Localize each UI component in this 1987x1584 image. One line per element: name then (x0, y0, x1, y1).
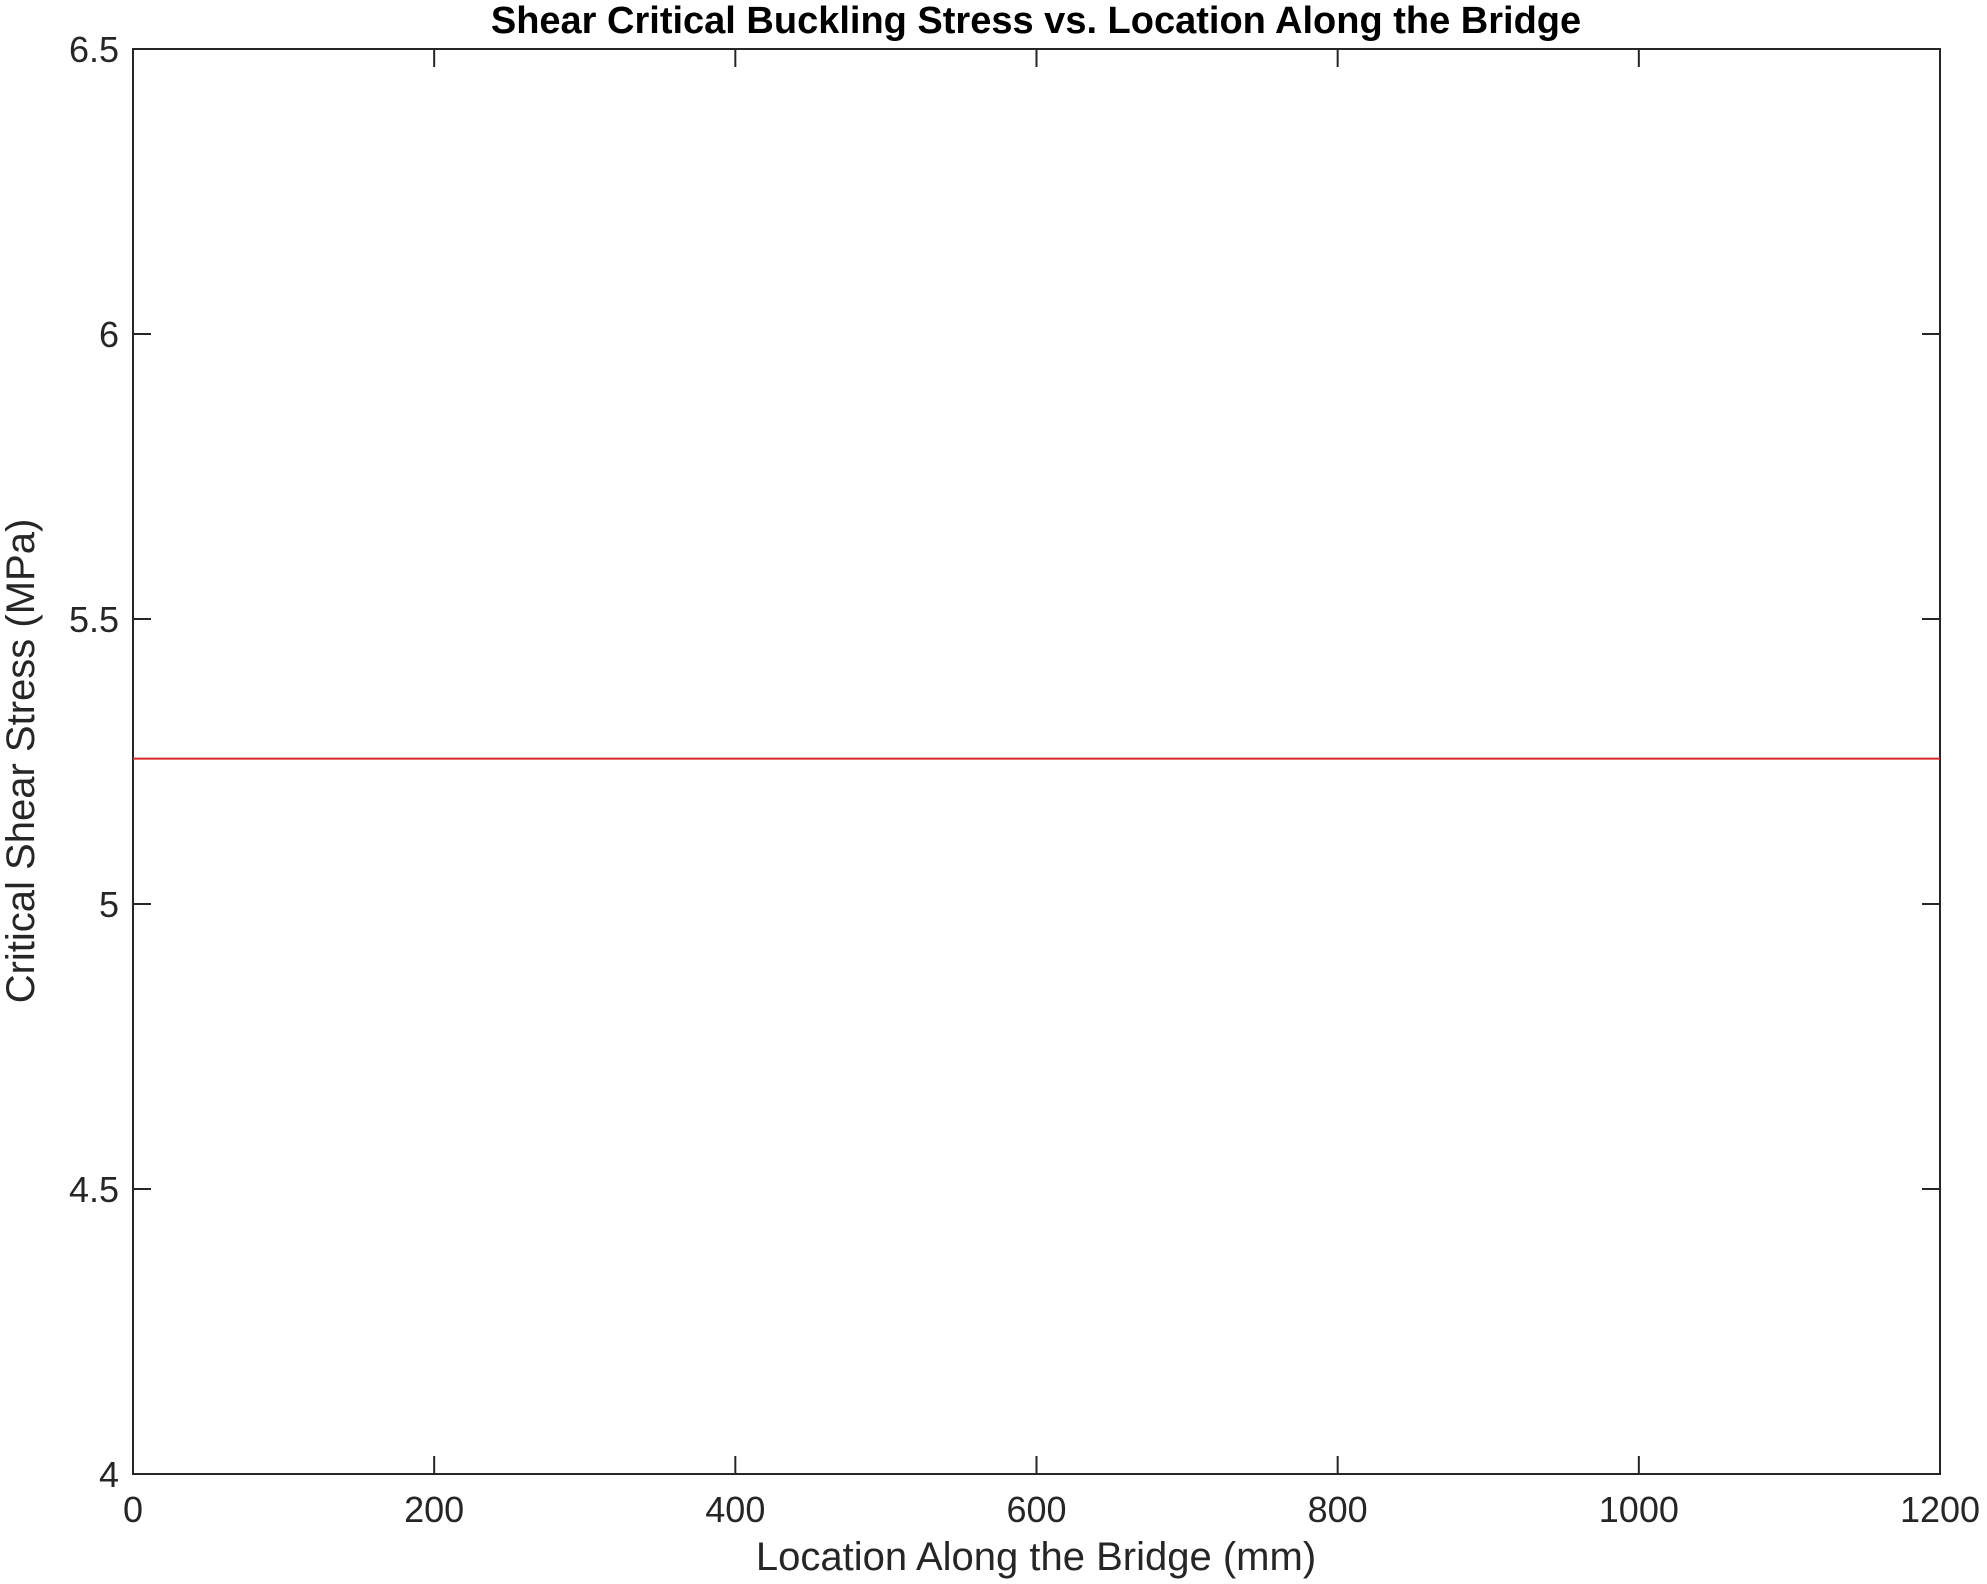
y-tick-label: 5.5 (69, 599, 119, 640)
y-axis: 4 4.5 5 5.5 6 6.5 (69, 29, 1940, 1495)
x-axis: 0 200 400 600 800 1000 1200 (123, 49, 1980, 1530)
y-tick-label: 4 (99, 1454, 119, 1495)
y-tick-label: 6.5 (69, 29, 119, 70)
x-tick-label: 600 (1006, 1489, 1066, 1530)
y-axis-label: Critical Shear Stress (MPa) (0, 519, 43, 1004)
x-tick-label: 800 (1308, 1489, 1368, 1530)
x-axis-label: Location Along the Bridge (mm) (756, 1535, 1316, 1579)
y-tick-label: 6 (99, 314, 119, 355)
x-tick-label: 1000 (1599, 1489, 1679, 1530)
y-tick-label: 5 (99, 884, 119, 925)
x-tick-label: 200 (404, 1489, 464, 1530)
plot-area: 4 4.5 5 5.5 6 6.5 0 200 400 600 800 1000 1200 (69, 29, 1980, 1530)
axes-box (132, 48, 1941, 1475)
chart-title: Shear Critical Buckling Stress vs. Locat… (491, 0, 1581, 42)
x-tick-label: 0 (123, 1489, 143, 1530)
x-tick-label: 1200 (1900, 1489, 1980, 1530)
y-tick-label: 4.5 (69, 1169, 119, 1210)
x-tick-label: 400 (705, 1489, 765, 1530)
